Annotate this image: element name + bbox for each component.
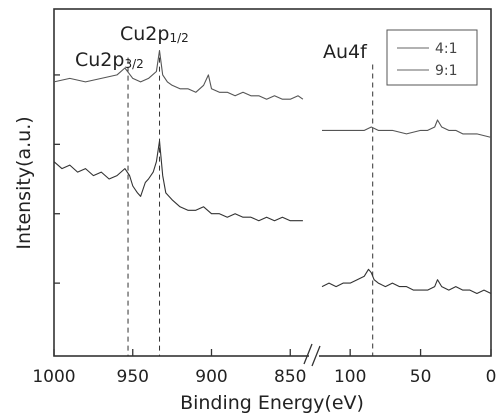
x-tick-label: 100 [334, 367, 366, 387]
annotation-label: Cu2p1/2 [120, 23, 189, 45]
y-axis-ticks [54, 74, 60, 284]
x-axis-ticks: 1000 950 900 850 100 50 0 [32, 349, 496, 387]
annotation-label: Au4f [323, 41, 368, 63]
series-line-9-1-left [53, 140, 303, 222]
axis-break-mark [303, 343, 313, 365]
x-tick-label: 0 [486, 367, 497, 387]
x-tick-label: 950 [117, 367, 149, 387]
x-axis-title: Binding Energy(eV) [180, 392, 364, 414]
legend-label: 4:1 [435, 41, 458, 57]
axis-break-mark [311, 345, 321, 367]
legend-label: 9:1 [435, 63, 458, 79]
series-layer [53, 50, 492, 295]
series-line-4-1-right [322, 119, 492, 138]
peak-guide-lines [127, 57, 374, 356]
annotation-label: Cu2p3/2 [75, 49, 144, 71]
x-tick-label: 850 [274, 367, 306, 387]
x-tick-label: 900 [195, 367, 227, 387]
x-tick-label: 50 [410, 367, 432, 387]
plot-frame [53, 8, 492, 357]
legend: 4:1 9:1 [386, 29, 478, 86]
series-line-4-1-left [53, 50, 304, 100]
y-axis-title: Intensity(a.u.) [13, 116, 35, 249]
x-tick-label: 1000 [32, 367, 75, 387]
legend-box [386, 29, 478, 86]
series-line-9-1-right [321, 268, 492, 295]
